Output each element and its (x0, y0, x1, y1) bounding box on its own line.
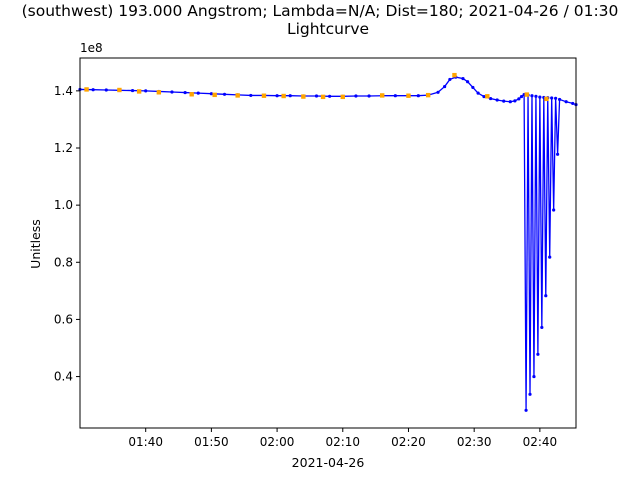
highlight-marker (281, 93, 286, 99)
series-point (476, 91, 480, 95)
highlight-marker (320, 94, 326, 100)
series-point (144, 89, 148, 93)
series-point (552, 208, 556, 212)
highlight-marker (84, 87, 89, 92)
highlight-marker (380, 93, 385, 98)
series-point (461, 76, 465, 81)
chart-title: (southwest) 193.000 Angstrom; Lambda=N/A… (22, 2, 619, 20)
series-point (209, 92, 213, 96)
series-point (548, 255, 552, 259)
x-axis-label: 2021-04-26 (292, 455, 365, 470)
highlight-marker (406, 93, 411, 98)
series-point (538, 95, 542, 99)
y-axis-label: Unitless (28, 219, 43, 269)
plot-frame (79, 57, 577, 429)
series-point (196, 91, 200, 95)
series-point (530, 94, 534, 98)
series-point (534, 94, 538, 98)
highlight-marker (425, 92, 431, 98)
x-tick-label: 02:10 (325, 435, 360, 449)
series-point (275, 94, 279, 98)
chart-subtitle: Lightcurve (287, 20, 369, 38)
series-point (288, 94, 292, 98)
series-point (502, 99, 506, 103)
x-tick-label: 02:20 (391, 435, 426, 449)
series-point (354, 94, 358, 98)
series-point (540, 325, 544, 330)
x-tick-label: 02:30 (457, 435, 492, 449)
series-point (482, 94, 486, 99)
y-axis-offset-label: 1e8 (80, 41, 103, 55)
highlight-marker (301, 94, 306, 99)
series-point (91, 88, 95, 92)
highlight-marker (189, 92, 194, 97)
highlight-marker (261, 93, 267, 98)
axis-layer: 01:40 01:50 02:00 02:10 02:20 02:30 02:40 0.4 0.… (54, 57, 577, 449)
series-point (554, 96, 558, 100)
x-tick-label: 01:40 (128, 435, 163, 449)
y-tick-label: 0.6 (54, 312, 73, 326)
highlight-marker (485, 94, 490, 99)
series-point (249, 93, 253, 98)
series-point (183, 90, 187, 95)
series-point (557, 97, 562, 102)
series-point (532, 374, 536, 379)
series-point (536, 352, 540, 356)
series-point (466, 80, 470, 84)
x-tick-label: 01:50 (194, 435, 229, 449)
series-point (556, 152, 560, 156)
series-point (489, 96, 493, 101)
series-point (328, 94, 332, 98)
highlight-marker (452, 72, 457, 78)
series-point (519, 94, 524, 99)
series-point (314, 94, 319, 98)
series-point (443, 84, 447, 89)
series-point (513, 99, 517, 103)
series-point (524, 408, 528, 412)
series-point (393, 94, 397, 98)
series-point (130, 88, 135, 93)
series-point (367, 94, 371, 98)
series-point (495, 98, 499, 102)
y-tick-label: 1.2 (54, 141, 73, 155)
highlight-marker (136, 89, 142, 94)
series-point (550, 96, 554, 100)
highlight-marker (156, 90, 162, 95)
series-point (571, 101, 575, 106)
series-point (544, 294, 548, 298)
x-tick-label: 02:40 (523, 435, 558, 449)
series-line (79, 76, 577, 411)
series-point (222, 92, 227, 96)
highlight-marker (235, 93, 240, 98)
series-point (508, 100, 512, 104)
series-point (436, 90, 440, 94)
y-tick-label: 0.8 (54, 255, 73, 269)
series-layer (78, 72, 578, 412)
series-point (564, 100, 568, 104)
highlight-marker (524, 92, 529, 97)
series-point (528, 392, 532, 396)
series-point (170, 90, 174, 94)
highlight-marker (212, 92, 217, 98)
y-tick-label: 1.0 (54, 198, 73, 212)
highlight-marker (117, 87, 122, 93)
highlight-marker (340, 94, 345, 100)
series-point (104, 88, 108, 92)
x-tick-label: 02:00 (260, 435, 295, 449)
y-tick-label: 1.4 (54, 84, 73, 98)
series-point (448, 77, 452, 82)
series-point (471, 85, 475, 90)
series-point (517, 97, 521, 101)
highlight-marker (544, 96, 549, 102)
series-point (416, 94, 420, 98)
y-tick-label: 0.4 (54, 370, 73, 384)
